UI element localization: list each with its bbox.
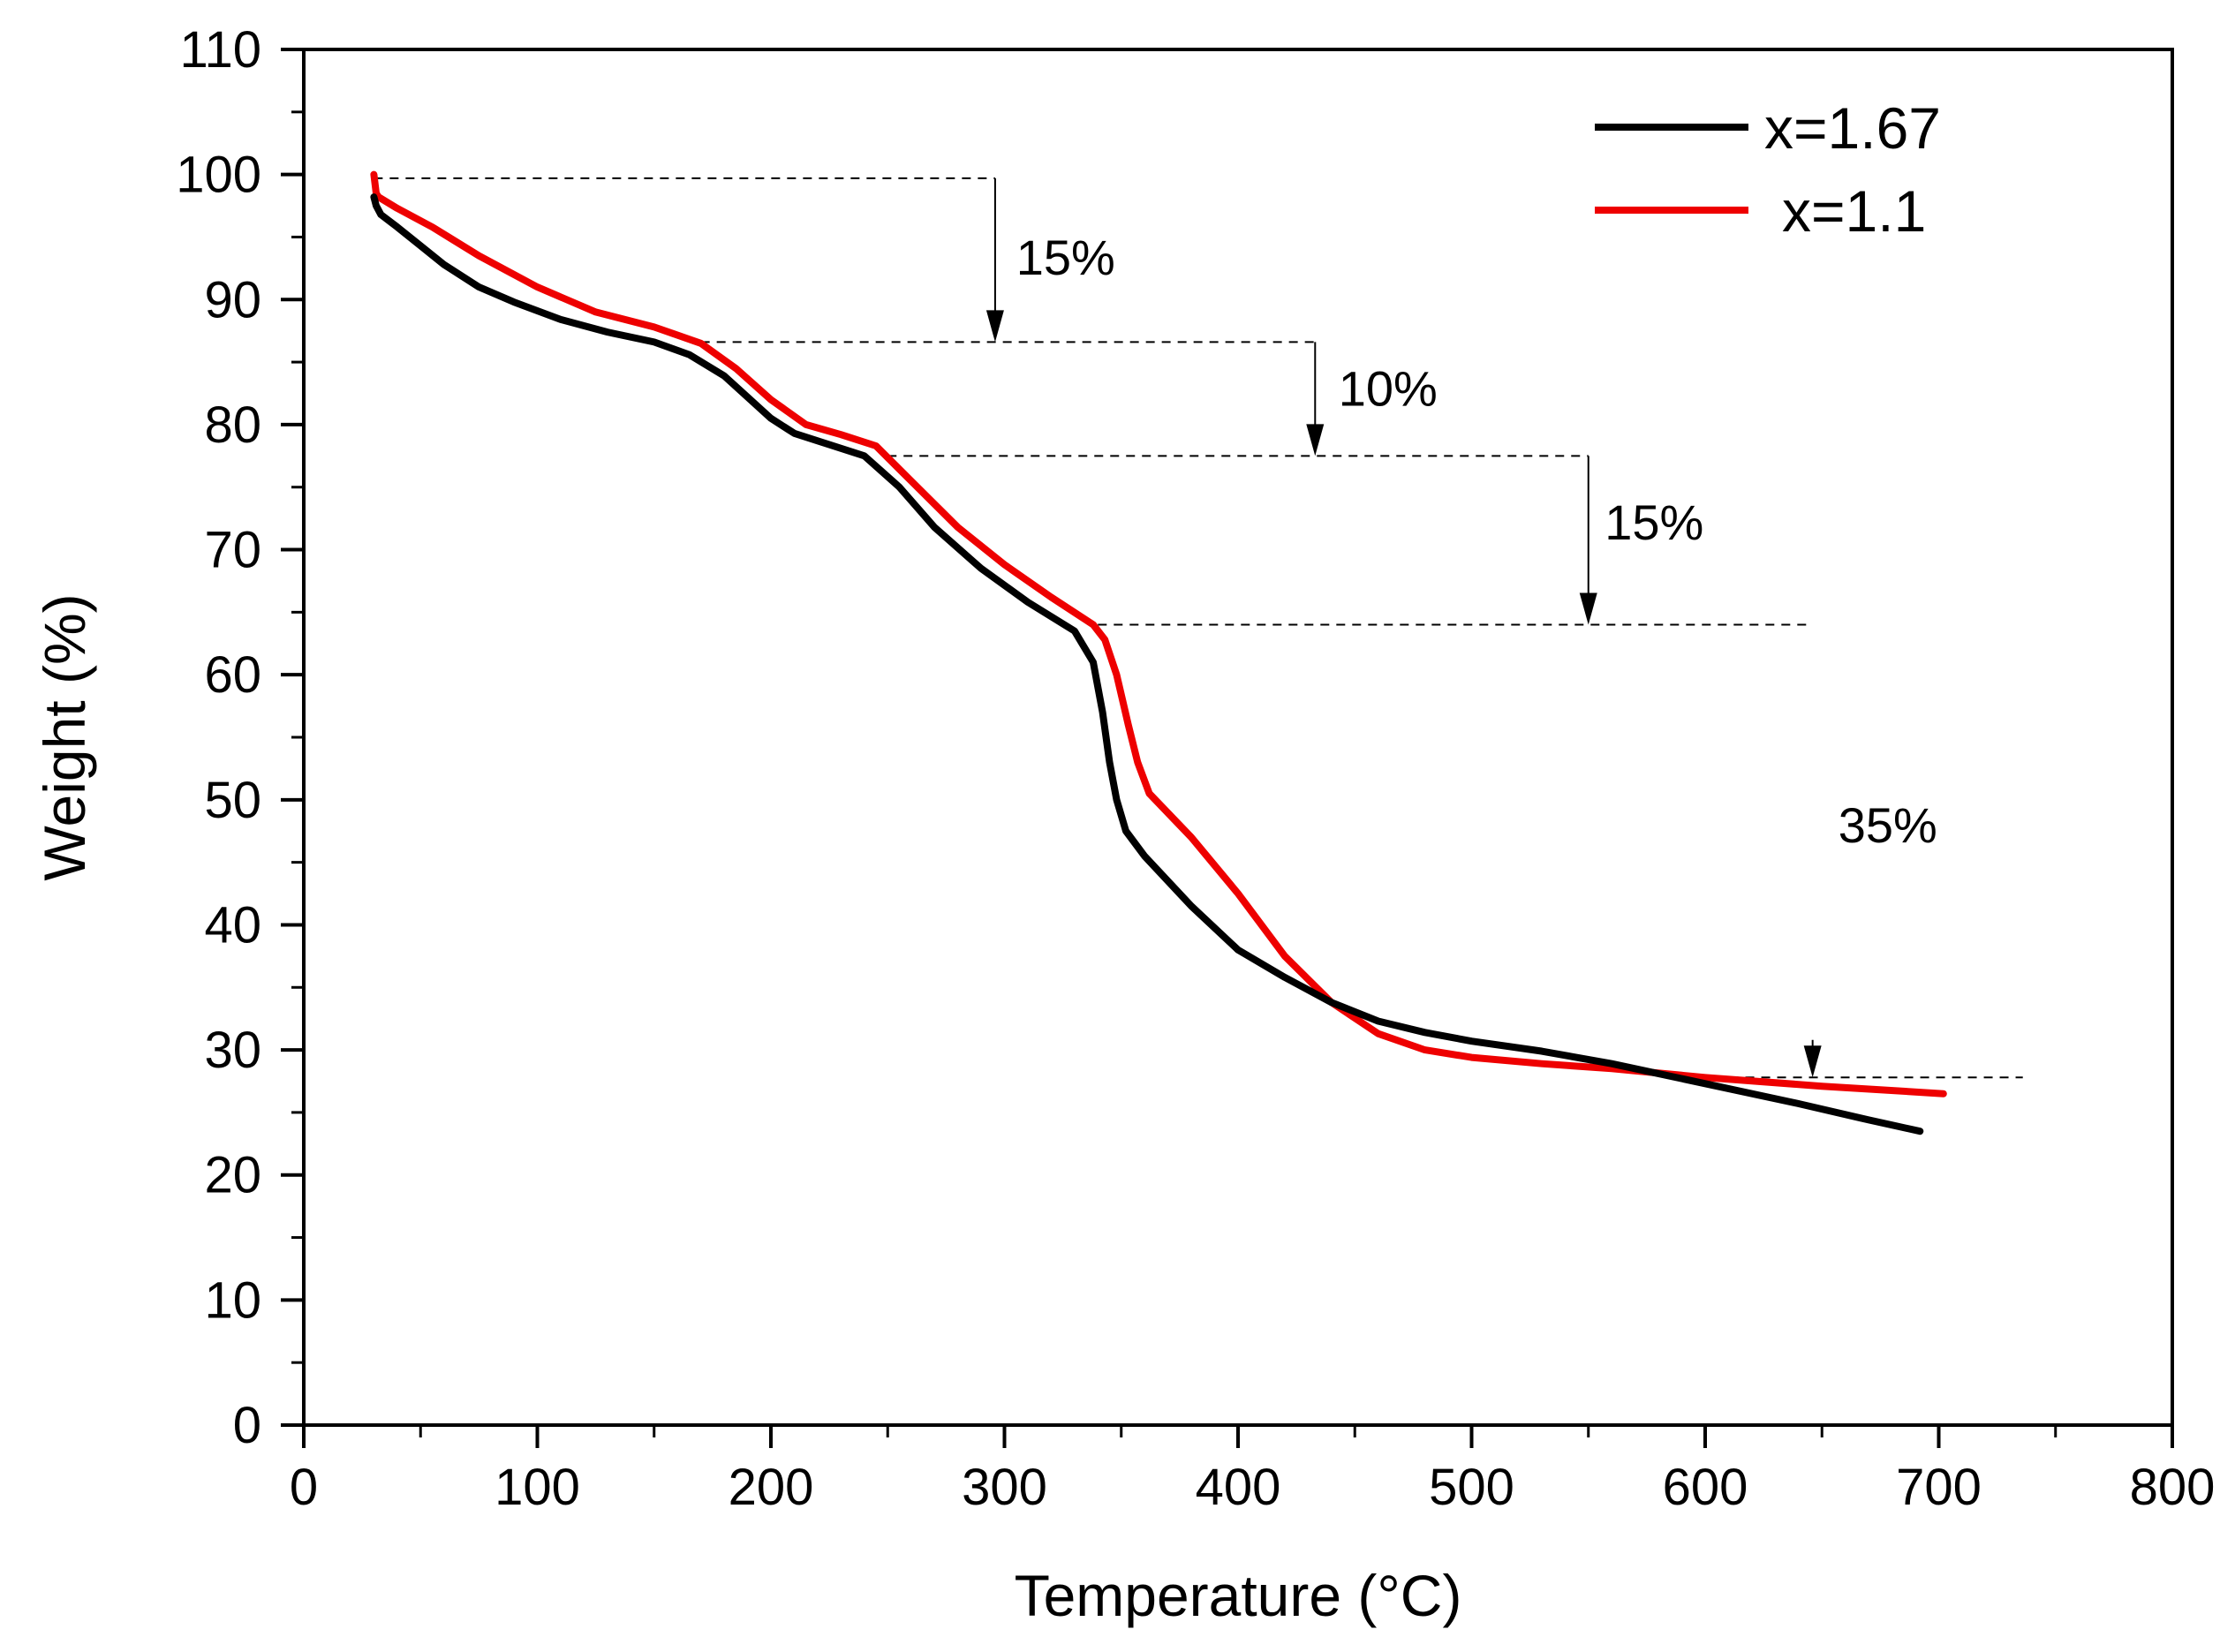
y-tick-label: 100 (176, 147, 261, 204)
x-tick-label: 500 (1429, 1459, 1514, 1516)
legend-label: x=1.1 (1782, 178, 1926, 244)
y-tick-label: 90 (204, 271, 261, 328)
y-tick-label: 10 (204, 1271, 261, 1329)
x-tick-label: 100 (495, 1459, 580, 1516)
legend-entry: x=1.1 (1595, 178, 1926, 244)
drop-arrow (1306, 342, 1325, 456)
plot-frame (302, 48, 2174, 1427)
x-tick-label: 600 (1663, 1459, 1748, 1516)
reference-lines (374, 177, 2023, 1079)
legend-label: x=1.67 (1764, 95, 1941, 161)
series-line-x-1-1 (370, 170, 1947, 1098)
x-tick-label: 800 (2130, 1459, 2216, 1516)
y-tick-label: 40 (204, 896, 261, 954)
series-line-x-1-67 (370, 193, 1924, 1135)
legend: x=1.67 x=1.1 (1595, 95, 1941, 244)
x-tick-label: 200 (729, 1459, 814, 1516)
percent-annotation: 15% (1016, 230, 1115, 285)
y-axis-title: Weight (%) (32, 593, 97, 880)
x-tick-label: 700 (1896, 1459, 1982, 1516)
y-tick-label: 0 (233, 1397, 261, 1454)
y-tick-label: 70 (204, 522, 261, 579)
y-tick-label: 60 (204, 646, 261, 704)
drop-arrow (1579, 456, 1597, 625)
drop-arrow (1803, 1039, 1822, 1078)
x-tick-label: 400 (1196, 1459, 1281, 1516)
percent-annotations: 15% 10% 15% 35% (1016, 230, 1937, 853)
drop-arrow (985, 177, 1004, 343)
x-axis-title: Temperature (°C) (1015, 1563, 1462, 1628)
y-tick-label: 80 (204, 396, 261, 454)
percent-annotation: 10% (1339, 361, 1438, 417)
y-tick-label: 20 (204, 1147, 261, 1204)
legend-entry: x=1.67 (1595, 95, 1941, 161)
series-lines (370, 170, 1947, 1135)
y-tick-label: 30 (204, 1022, 261, 1079)
y-tick-label: 110 (180, 21, 261, 79)
y-tick-label: 50 (204, 772, 261, 829)
drop-arrows (985, 177, 1822, 1078)
axes: 0 100 200 300 400 500 600 700 800 0 10 20 30 40 50 60 70… (176, 21, 2215, 1516)
x-tick-label: 0 (290, 1459, 318, 1516)
x-tick-label: 300 (962, 1459, 1047, 1516)
percent-annotation: 35% (1839, 797, 1937, 853)
percent-annotation: 15% (1605, 494, 1703, 550)
